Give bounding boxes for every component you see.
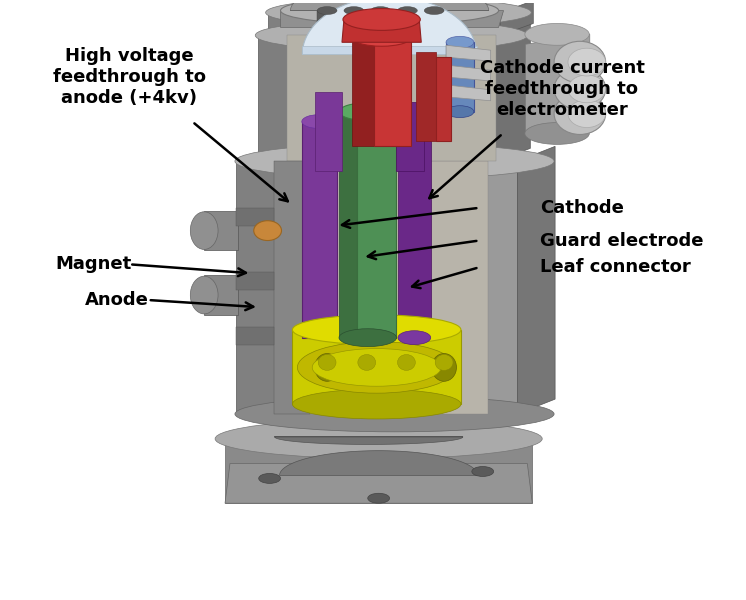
Polygon shape [342,19,421,42]
Polygon shape [357,112,396,338]
Text: Magnet: Magnet [55,256,132,274]
Text: High voltage
feedthrough to
anode (+4kv): High voltage feedthrough to anode (+4kv) [53,47,206,107]
Ellipse shape [254,221,281,241]
Ellipse shape [568,48,606,76]
Polygon shape [302,0,477,54]
Ellipse shape [315,353,339,381]
Ellipse shape [339,103,396,121]
Text: Cathode current
feedthrough to
electrometer: Cathode current feedthrough to electrome… [480,59,645,119]
Ellipse shape [215,419,542,458]
Ellipse shape [354,353,379,381]
Polygon shape [518,146,555,414]
Ellipse shape [435,355,453,370]
Ellipse shape [446,37,474,48]
Polygon shape [280,11,504,28]
Ellipse shape [343,8,420,31]
Polygon shape [287,35,495,161]
Polygon shape [416,52,436,142]
Ellipse shape [525,23,589,45]
Polygon shape [204,275,238,315]
Ellipse shape [525,122,589,145]
Polygon shape [344,11,364,28]
Ellipse shape [554,93,606,134]
Polygon shape [274,161,518,414]
Ellipse shape [280,0,498,25]
Ellipse shape [368,493,389,503]
Ellipse shape [235,396,554,432]
Text: Leaf connector: Leaf connector [540,258,691,276]
Polygon shape [317,11,337,28]
Polygon shape [225,464,533,503]
Ellipse shape [190,276,218,314]
Polygon shape [446,45,491,61]
Ellipse shape [319,355,336,370]
Ellipse shape [352,28,411,46]
Ellipse shape [471,467,494,476]
Polygon shape [236,272,274,290]
Ellipse shape [358,355,376,370]
Ellipse shape [568,100,606,128]
Polygon shape [525,34,590,133]
Polygon shape [371,11,391,28]
Polygon shape [280,451,477,475]
Ellipse shape [394,353,419,381]
Text: Cathode: Cathode [540,199,624,217]
Ellipse shape [266,0,531,28]
Polygon shape [501,1,533,35]
Ellipse shape [568,75,606,103]
Ellipse shape [554,68,606,110]
Polygon shape [236,327,274,344]
Polygon shape [374,37,411,146]
Ellipse shape [302,115,336,128]
Polygon shape [275,437,463,445]
Polygon shape [436,57,451,142]
Polygon shape [236,161,274,414]
Text: Guard electrode: Guard electrode [540,232,703,250]
Polygon shape [236,208,274,226]
Ellipse shape [554,41,606,83]
Polygon shape [274,161,310,414]
Polygon shape [398,11,417,28]
Polygon shape [316,92,342,171]
Polygon shape [295,13,501,35]
Polygon shape [290,0,489,11]
Ellipse shape [292,315,461,344]
Polygon shape [257,35,287,161]
Ellipse shape [432,353,457,381]
Polygon shape [398,131,431,338]
Polygon shape [302,46,477,54]
Polygon shape [495,22,530,161]
Polygon shape [225,439,533,503]
Ellipse shape [424,7,444,14]
Ellipse shape [339,329,396,347]
Polygon shape [302,122,337,338]
Ellipse shape [292,389,461,419]
Polygon shape [292,330,461,404]
Polygon shape [396,102,424,171]
Polygon shape [268,13,295,35]
Ellipse shape [317,7,337,14]
Ellipse shape [398,7,417,14]
Text: Anode: Anode [85,291,149,309]
Ellipse shape [446,106,474,118]
Ellipse shape [344,7,364,14]
Polygon shape [310,161,488,414]
Ellipse shape [298,341,456,393]
Polygon shape [287,35,495,161]
Polygon shape [446,85,491,101]
Ellipse shape [190,212,218,250]
Ellipse shape [259,473,280,484]
Polygon shape [446,42,474,112]
Polygon shape [352,28,374,146]
Ellipse shape [398,355,416,370]
Ellipse shape [313,349,441,386]
Ellipse shape [255,19,528,51]
Polygon shape [339,112,357,338]
Ellipse shape [235,143,554,179]
Polygon shape [446,65,491,81]
Ellipse shape [371,7,391,14]
Polygon shape [424,11,444,28]
Polygon shape [204,211,238,250]
Ellipse shape [398,331,430,344]
